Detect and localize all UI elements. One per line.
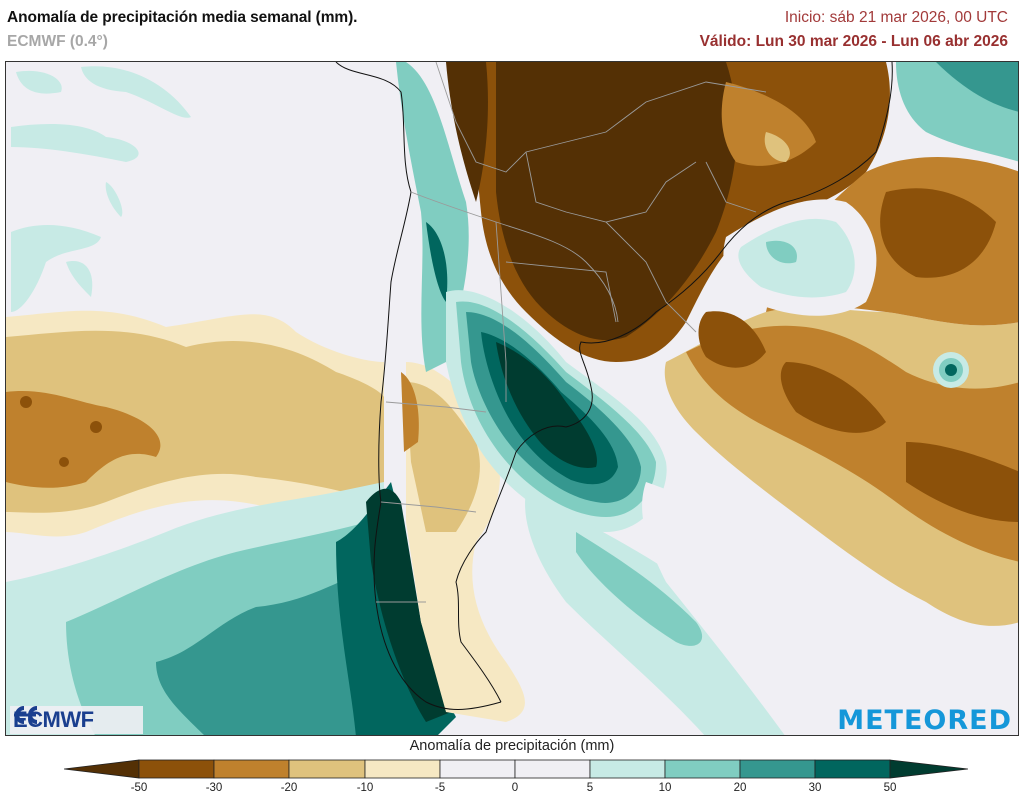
colorbar-title-text: Anomalía de precipitación (mm): [409, 738, 615, 754]
colorbar-tick: -5: [434, 782, 446, 794]
atlantic-dry-strong: [686, 325, 1018, 562]
colorbar-tick: -20: [280, 782, 298, 794]
header-model: ECMWF (0.4°): [7, 33, 108, 50]
precipitation-anomaly-map: ECMWF METEORED: [5, 61, 1019, 736]
colorbar-tick-labels: -50 -30 -20 -10 -5 0 5 10 20 30 50: [0, 782, 1024, 798]
coastlines: [335, 62, 893, 710]
ecmwf-logo-text: ECMWF: [13, 707, 94, 732]
colorbar-tick: 10: [658, 782, 672, 794]
header-title: Anomalía de precipitación media semanal …: [7, 9, 358, 26]
colorbar-tick: -50: [130, 782, 148, 794]
meteored-logo-text: METEORED: [837, 704, 1012, 736]
colorbar-tick: 5: [586, 782, 594, 794]
political-borders: [376, 62, 767, 603]
pacific-light-positive: [11, 66, 191, 312]
header-valid-period: Válido: Lun 30 mar 2026 - Lun 06 abr 202…: [699, 33, 1008, 50]
colorbar-tick: 30: [808, 782, 822, 794]
ecmwf-logo: ECMWF: [10, 706, 143, 734]
paraguay-extreme-dry: [496, 62, 737, 341]
colorbar-tick: -10: [356, 782, 374, 794]
cuyo-dry-mid: [406, 382, 480, 532]
meteored-logo: METEORED: [833, 704, 1016, 736]
map-canvas: [6, 62, 1018, 735]
pacific-dry-core: [6, 390, 161, 488]
colorbar-tick: 20: [733, 782, 747, 794]
buenos-aires-max-wet: [496, 342, 597, 468]
header-init-time: Inicio: sáb 21 mar 2026, 00 UTC: [784, 9, 1008, 26]
colorbar-tick: -30: [205, 782, 223, 794]
colorbar: [64, 759, 968, 779]
patagonia-coast-very-wet: [366, 488, 451, 722]
colorbar-tick: 0: [511, 782, 519, 794]
andes-dry-core: [401, 372, 419, 452]
colorbar-tick: 50: [883, 782, 897, 794]
colorbar-title: Anomalía de precipitación (mm): [0, 738, 1024, 754]
pacific-wet-strong: [156, 562, 384, 735]
se-brazil-moderate-dry: [721, 82, 816, 166]
ecmwf-swirl-icon: [14, 706, 38, 724]
